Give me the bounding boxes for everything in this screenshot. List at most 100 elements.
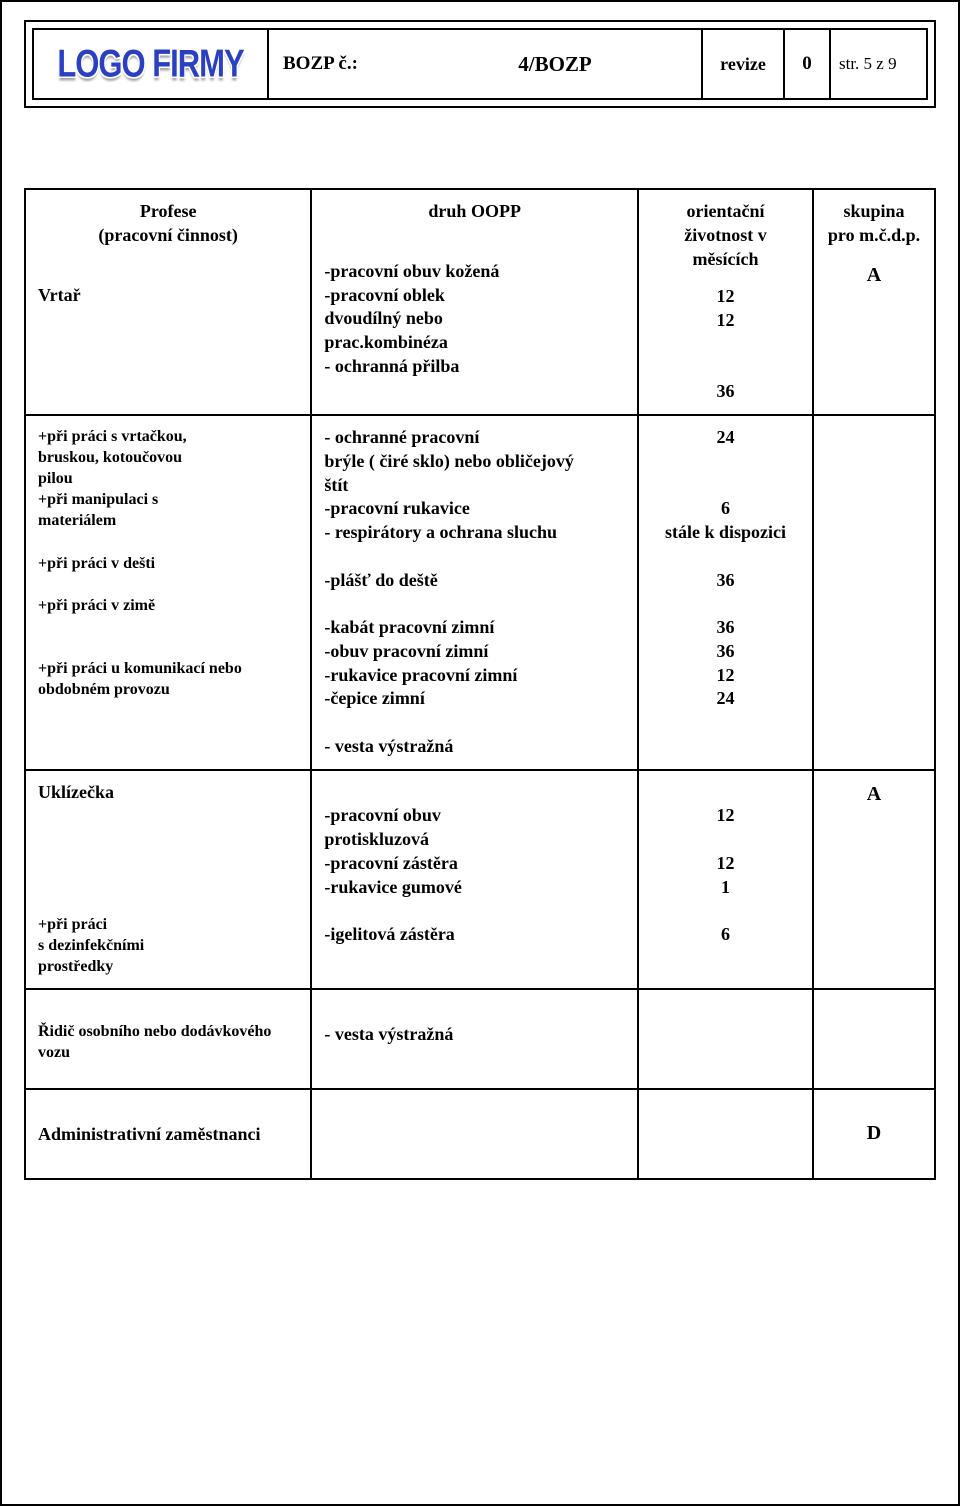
row1-group: A — [826, 262, 922, 288]
company-logo-text: LOGO FIRMY — [57, 42, 243, 87]
header-doc-number: 4/BOZP — [409, 30, 703, 98]
header-row: LOGO FIRMY BOZP č.: 4/BOZP revize 0 str.… — [32, 28, 928, 100]
row3-life-4: 1 — [651, 876, 800, 900]
row4-prof-1: vozu — [38, 1042, 298, 1063]
row5-oopp-cell — [311, 1089, 638, 1179]
col-header-oopp-cell: druh OOPP -pracovní obuv kožená -pracovn… — [311, 189, 638, 415]
row4-group-cell — [813, 989, 935, 1089]
row3-prof-b1: s dezinfekčními — [38, 935, 298, 956]
row2-life-11: 24 — [651, 687, 800, 711]
header-page-number: str. 5 z 9 — [831, 30, 926, 98]
row3-oopp-4: -rukavice gumové — [324, 876, 625, 900]
row3-life-3: 12 — [651, 852, 800, 876]
row1-life-3 — [651, 357, 800, 381]
row1-oopp-2: dvoudílný nebo — [324, 307, 625, 331]
row2-life-3: 6 — [651, 497, 800, 521]
row2-prof-0: +při práci s vrtačkou, — [38, 426, 298, 447]
row5-prof: Administrativní zaměstnanci — [38, 1123, 298, 1147]
row2-oopp-2: štít — [324, 474, 625, 498]
row3-oopp-3: -pracovní zástěra — [324, 852, 625, 876]
col-header-life-l3: měsících — [651, 248, 800, 272]
row4-oopp: - vesta výstražná — [324, 1023, 625, 1047]
row1-life-1: 12 — [651, 309, 800, 333]
col-header-profession: Profese (pracovní činnost) Vrtař — [25, 189, 311, 415]
row3-prof-b0: +při práci — [38, 914, 298, 935]
row5-profession-cell: Administrativní zaměstnanci — [25, 1089, 311, 1179]
row2-prof-1: bruskou, kotoučovou — [38, 447, 298, 468]
row2-prof-11: +při práci u komunikací nebo — [38, 658, 298, 679]
row3-oopp-2: protiskluzová — [324, 828, 625, 852]
row1-life-2 — [651, 333, 800, 357]
row2-prof-12: obdobném provozu — [38, 679, 298, 700]
row2-life-10: 12 — [651, 664, 800, 688]
row2-oopp-cell: - ochranné pracovní brýle ( čiré sklo) n… — [311, 415, 638, 770]
row1-oopp-3: prac.kombinéza — [324, 331, 625, 355]
row2-oopp-1: brýle ( čiré sklo) nebo obličejový — [324, 450, 625, 474]
row2-oopp-0: - ochranné pracovní — [324, 426, 625, 450]
row2-profession-cell: +při práci s vrtačkou, bruskou, kotoučov… — [25, 415, 311, 770]
row2-oopp-4: - respirátory a ochrana sluchu — [324, 521, 625, 545]
header-outer-frame: LOGO FIRMY BOZP č.: 4/BOZP revize 0 str.… — [24, 20, 936, 108]
row2-group-cell — [813, 415, 935, 770]
row2-prof-8: +při práci v zimě — [38, 595, 298, 616]
row2-oopp-3: -pracovní rukavice — [324, 497, 625, 521]
row4-oopp-cell: - vesta výstražná — [311, 989, 638, 1089]
row5-group: D — [813, 1089, 935, 1179]
row2-oopp-10: -rukavice pracovní zimní — [324, 664, 625, 688]
header-revision-value: 0 — [785, 30, 831, 98]
row4-prof-0: Řidič osobního nebo dodávkového — [38, 1021, 298, 1042]
col-header-life-l2: životnost v — [651, 224, 800, 248]
row2-oopp-9: -obuv pracovní zimní — [324, 640, 625, 664]
header-bozp-label: BOZP č.: — [269, 30, 409, 98]
col-header-profession-l2: (pracovní činnost) — [38, 224, 298, 248]
row1-profession: Vrtař — [38, 284, 298, 308]
row1-oopp-1: -pracovní oblek — [324, 284, 625, 308]
col-header-oopp: druh OOPP — [324, 200, 625, 224]
row2-oopp-8: -kabát pracovní zimní — [324, 616, 625, 640]
row3-prof-top: Uklízečka — [38, 781, 298, 805]
row2-life-9: 36 — [651, 640, 800, 664]
col-header-group-l1: skupina — [826, 200, 922, 224]
row3-oopp-6: -igelitová zástěra — [324, 923, 625, 947]
col-header-group-l2: pro m.č.d.p. — [826, 224, 922, 248]
col-header-group-cell: skupina pro m.č.d.p. A — [813, 189, 935, 415]
row2-prof-4: materiálem — [38, 510, 298, 531]
table-row: Administrativní zaměstnanci D — [25, 1089, 935, 1179]
row4-profession-cell: Řidič osobního nebo dodávkového vozu — [25, 989, 311, 1089]
col-header-profession-l1: Profese — [38, 200, 298, 224]
row3-oopp-1: -pracovní obuv — [324, 804, 625, 828]
row2-prof-3: +při manipulaci s — [38, 489, 298, 510]
row3-life-cell: 12 12 1 6 — [638, 770, 813, 989]
row3-life-6: 6 — [651, 923, 800, 947]
row2-life-8: 36 — [651, 616, 800, 640]
row2-oopp-13: - vesta výstražná — [324, 735, 625, 759]
col-header-life-cell: orientační životnost v měsících 12 12 36 — [638, 189, 813, 415]
row3-group: A — [813, 770, 935, 989]
row1-life-0: 12 — [651, 285, 800, 309]
row3-oopp-cell: -pracovní obuv protiskluzová -pracovní z… — [311, 770, 638, 989]
row2-life-4: stále k dispozici — [651, 521, 800, 545]
row2-life-0: 24 — [651, 426, 800, 450]
oopp-table: Profese (pracovní činnost) Vrtař druh OO… — [24, 188, 936, 1180]
row2-oopp-11: -čepice zimní — [324, 687, 625, 711]
row3-life-1: 12 — [651, 804, 800, 828]
row2-prof-6: +při práci v dešti — [38, 553, 298, 574]
row2-prof-2: pilou — [38, 468, 298, 489]
table-row: +při práci s vrtačkou, bruskou, kotoučov… — [25, 415, 935, 770]
row2-life-cell: 24 6 stále k dispozici 36 36 36 12 24 — [638, 415, 813, 770]
table-row: Uklízečka +při práci s dezinfekčními pro… — [25, 770, 935, 989]
row4-life-cell — [638, 989, 813, 1089]
row1-oopp-0: -pracovní obuv kožená — [324, 260, 625, 284]
table-row: Řidič osobního nebo dodávkového vozu - v… — [25, 989, 935, 1089]
logo-cell: LOGO FIRMY — [34, 30, 269, 98]
row3-profession-cell: Uklízečka +při práci s dezinfekčními pro… — [25, 770, 311, 989]
row1-life-4: 36 — [651, 380, 800, 404]
page-frame: LOGO FIRMY BOZP č.: 4/BOZP revize 0 str.… — [0, 0, 960, 1506]
row3-prof-b2: prostředky — [38, 956, 298, 977]
col-header-life-l1: orientační — [651, 200, 800, 224]
row2-life-6: 36 — [651, 569, 800, 593]
row1-oopp-4: - ochranná přilba — [324, 355, 625, 379]
header-revision-label: revize — [703, 30, 785, 98]
row5-life-cell — [638, 1089, 813, 1179]
row2-oopp-6: -plášť do deště — [324, 569, 625, 593]
